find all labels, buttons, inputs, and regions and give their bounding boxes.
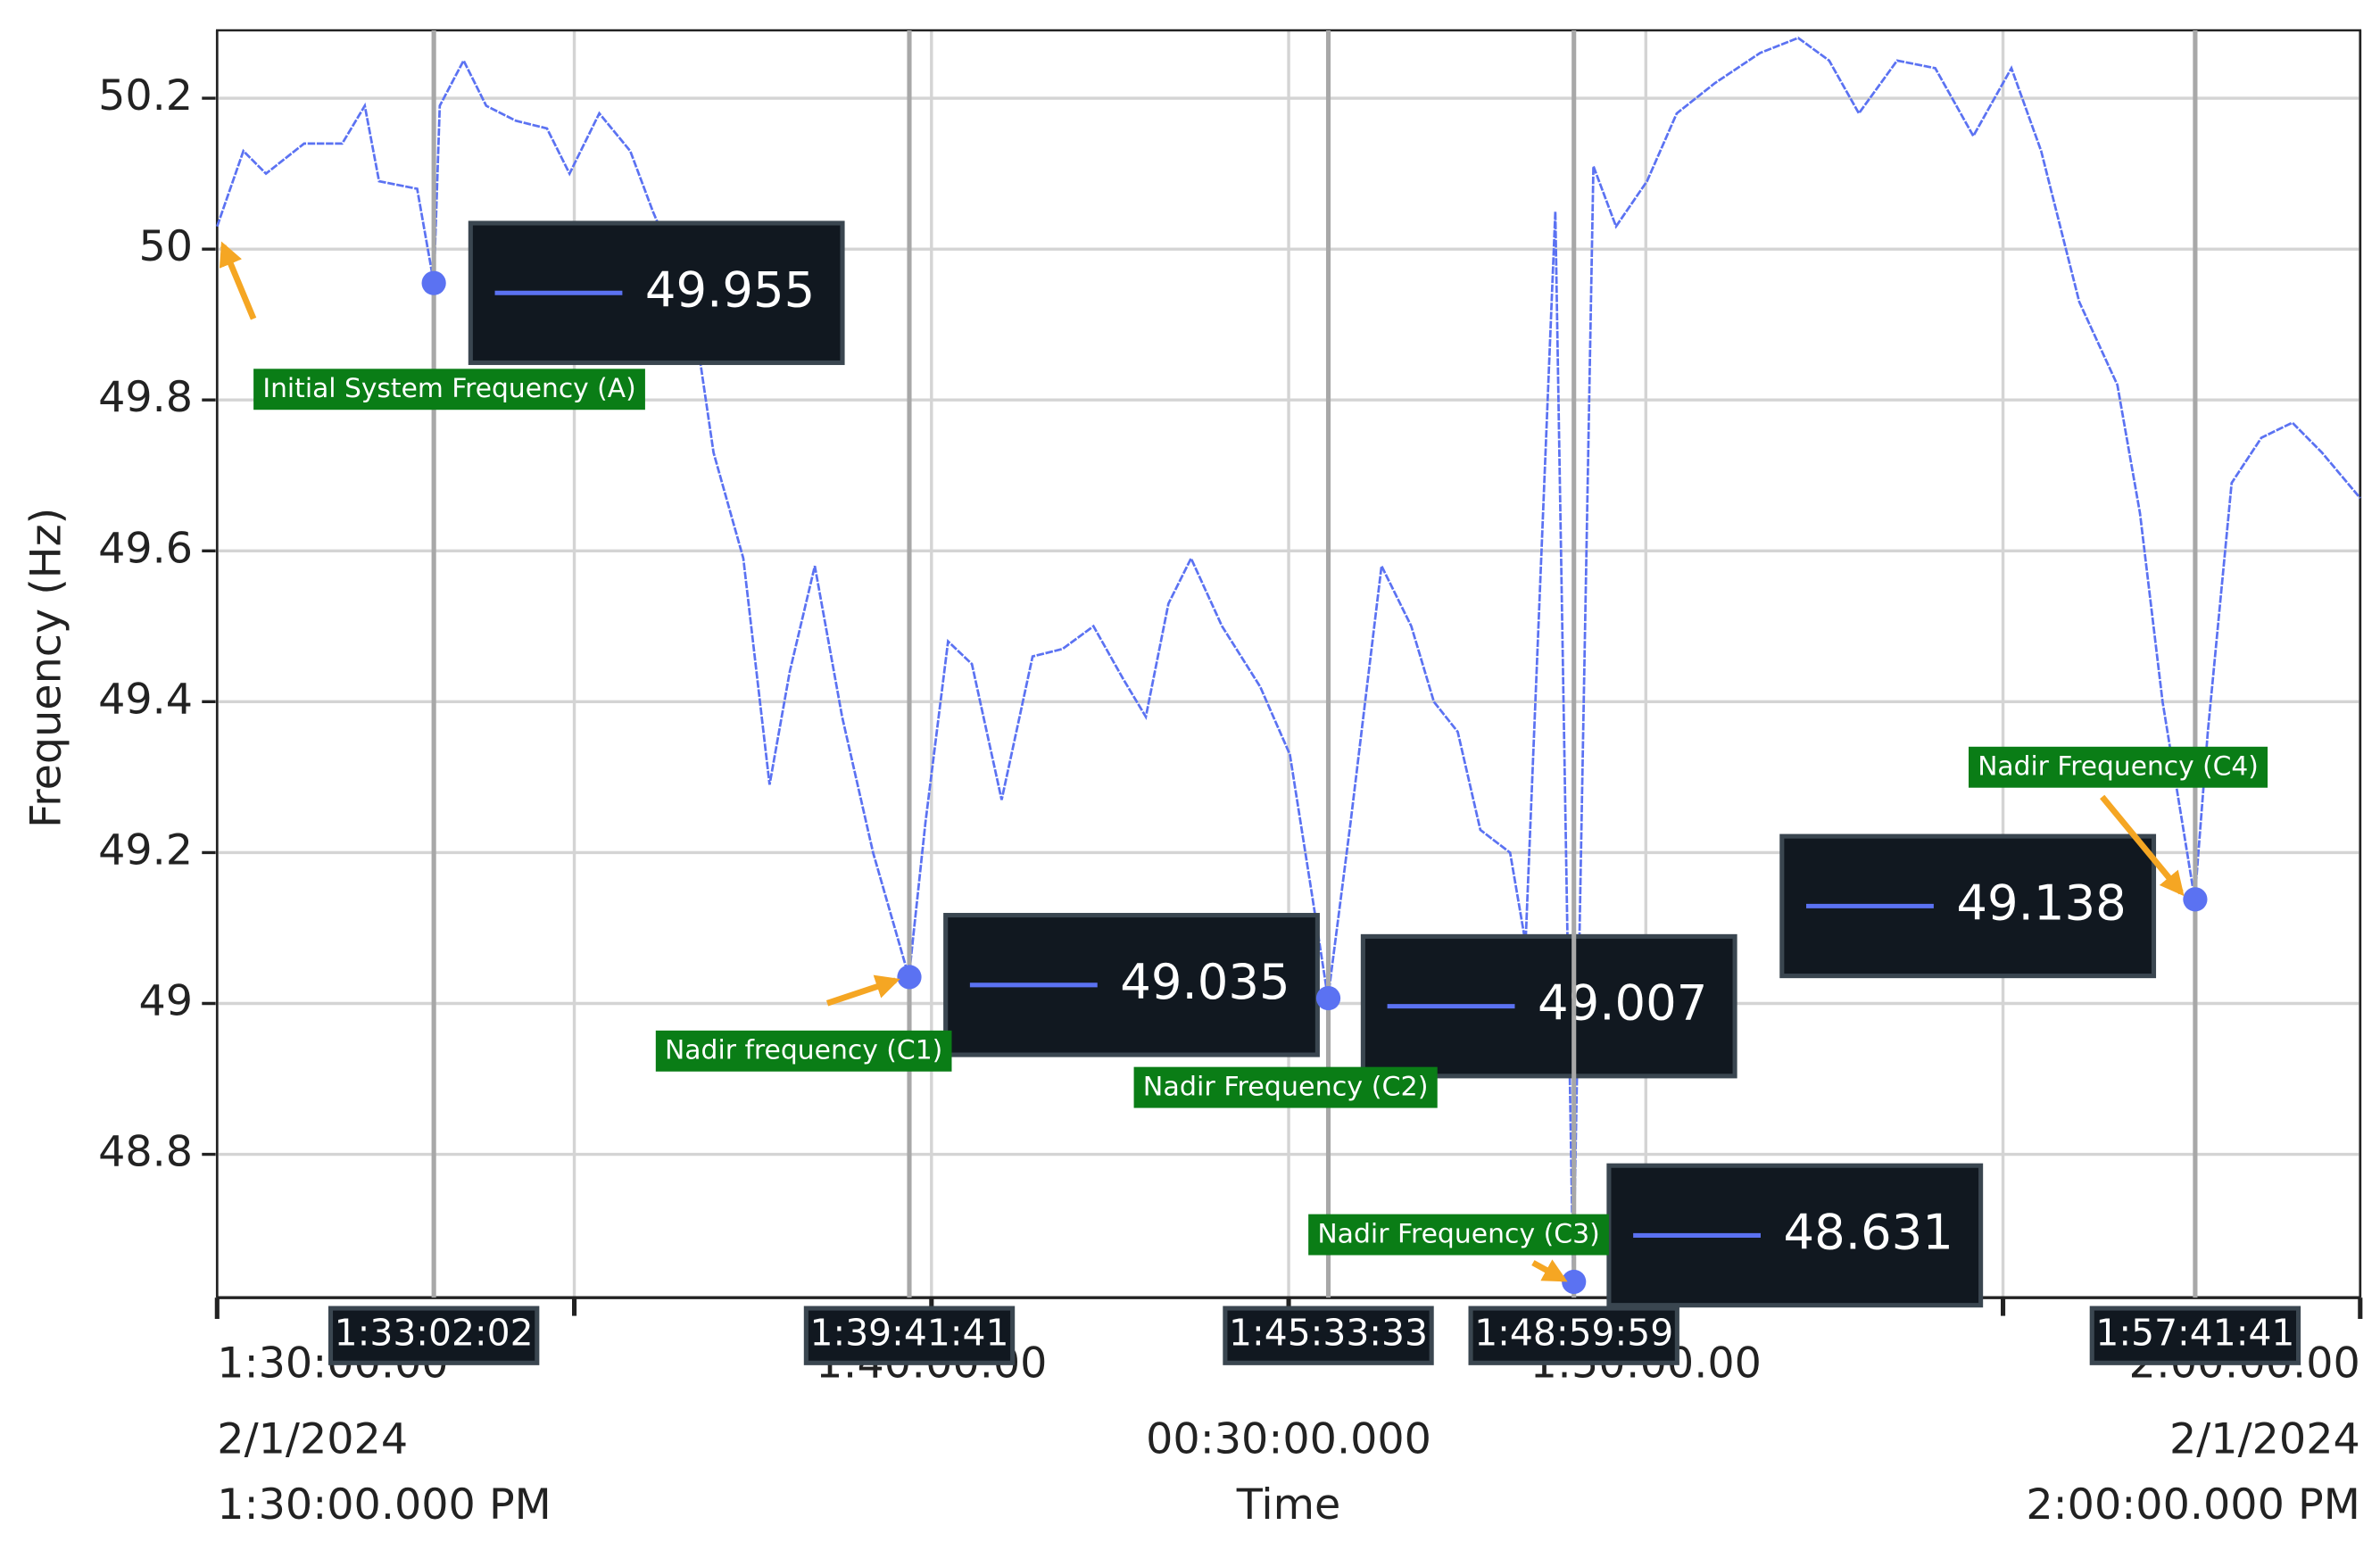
x-span: 00:30:00.000 xyxy=(1146,1415,1431,1464)
plot-frame xyxy=(216,29,2362,1298)
line xyxy=(216,36,2361,1282)
annotation: Nadir frequency (C1) xyxy=(665,1035,942,1065)
cursor-value-box: 49.035 xyxy=(943,913,1320,1057)
cursor-label: 1:57:41:41 xyxy=(2095,1312,2294,1355)
cursor-point xyxy=(421,270,446,295)
value-box-text: 48.631 xyxy=(1784,1204,1953,1261)
value-box-text: 49.007 xyxy=(1538,974,1707,1032)
cursor-value-box: 49.138 xyxy=(1779,833,2157,979)
annotation: Nadir Frequency (C4) xyxy=(1978,751,2259,782)
annotation-arrow xyxy=(2100,794,2185,897)
y-tick-label: 49 xyxy=(138,976,193,1025)
y-tick-label: 49.2 xyxy=(98,825,193,875)
annotation: Nadir Frequency (C3) xyxy=(1317,1218,1599,1248)
cursor-label-bg xyxy=(1223,1306,1434,1365)
cursor-point xyxy=(1315,985,1341,1011)
annotation-bg xyxy=(253,369,645,410)
x-range-start-date: 2/1/2024 xyxy=(217,1415,408,1464)
cursor-point xyxy=(897,965,922,990)
cursor-label-bg xyxy=(803,1306,1016,1365)
x-range-start-time: 1:30:00.000 PM xyxy=(217,1480,551,1530)
annotation-bg xyxy=(1133,1066,1438,1108)
annotation-arrow xyxy=(1531,1259,1568,1282)
value-box-text: 49.138 xyxy=(1956,874,2126,931)
cursor-label: 1:48:59:59 xyxy=(1474,1312,1673,1355)
cursor-label: 1:45:33:33 xyxy=(1229,1312,1428,1355)
x-range-end-time: 2:00:00.000 PM xyxy=(2026,1480,2359,1530)
cursor-label: 1:33:02:02 xyxy=(335,1312,534,1355)
y-tick-label: 49.8 xyxy=(98,373,193,422)
y-tick-label: 50.2 xyxy=(98,71,193,120)
cursor-value-box: 49.007 xyxy=(1360,933,1737,1079)
value-box-text: 49.955 xyxy=(645,261,815,318)
y-tick-label: 49.6 xyxy=(98,524,193,573)
cursor-label-bg xyxy=(2089,1306,2301,1365)
x-axis-title: Time xyxy=(1236,1480,1341,1530)
annotation: Initial System Frequency (A) xyxy=(262,373,635,403)
cursor-value-box: 49.955 xyxy=(468,220,845,366)
cursor-point xyxy=(1562,1269,1587,1295)
cursor-value-box: 48.631 xyxy=(1606,1163,1984,1308)
cursor-label: 1:39:41:41 xyxy=(810,1312,1009,1355)
x-range-end-date: 2/1/2024 xyxy=(2169,1415,2360,1464)
y-axis-title: Frequency (Hz) xyxy=(22,508,71,828)
value-box-text: 49.035 xyxy=(1120,953,1290,1010)
cursor-label-bg xyxy=(1468,1306,1679,1365)
annotation: Nadir Frequency (C2) xyxy=(1143,1071,1429,1101)
annotation-bg xyxy=(1969,746,2268,788)
y-tick-label: 50 xyxy=(138,222,193,271)
annotation-arrow xyxy=(825,974,900,1007)
cursor-point xyxy=(2183,887,2208,912)
annotation-arrow xyxy=(219,241,257,320)
annotation-bg xyxy=(1308,1214,1609,1256)
cursor-label-bg xyxy=(328,1306,540,1365)
annotation-bg xyxy=(655,1030,952,1072)
y-tick-label: 48.8 xyxy=(98,1128,193,1177)
y-tick-label: 49.4 xyxy=(98,675,193,724)
